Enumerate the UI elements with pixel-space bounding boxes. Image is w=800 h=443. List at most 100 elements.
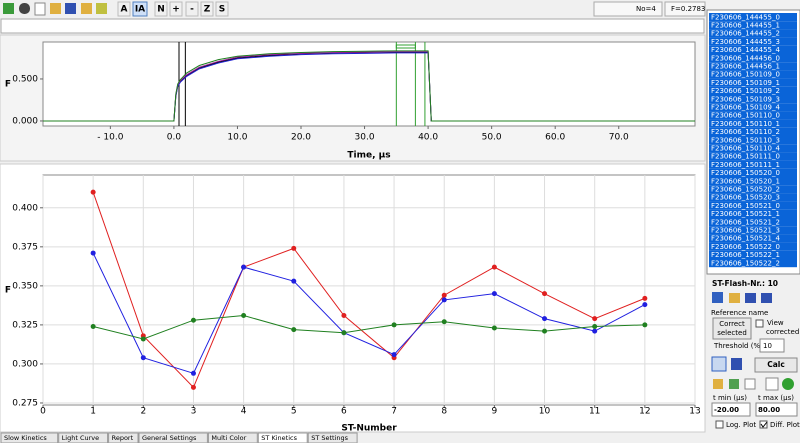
tmax-input[interactable] — [755, 402, 798, 417]
list-item-highlight[interactable] — [709, 95, 797, 104]
icon[interactable] — [34, 2, 46, 16]
toolbar-button[interactable] — [117, 1, 131, 17]
list-item-highlight[interactable] — [709, 103, 797, 112]
icon[interactable] — [50, 3, 61, 14]
list-item-highlight[interactable] — [709, 250, 797, 259]
list-item-highlight[interactable] — [709, 78, 797, 87]
log-plot-label: Log. Plot — [726, 421, 756, 429]
toolbar-button[interactable] — [185, 1, 199, 17]
list-item-highlight[interactable] — [709, 185, 797, 194]
icon[interactable] — [744, 378, 756, 390]
list-item-highlight[interactable] — [709, 226, 797, 235]
toolbar-button[interactable] — [169, 1, 183, 17]
list-item-highlight[interactable] — [709, 119, 797, 128]
x-tick-label: 60.0 — [545, 133, 565, 143]
list-item-highlight[interactable] — [709, 152, 797, 161]
series-marker — [592, 316, 598, 322]
x-tick-label: 2 — [140, 407, 146, 417]
list-item-highlight[interactable] — [709, 160, 797, 169]
series-marker — [491, 264, 497, 270]
tab[interactable] — [0, 432, 59, 443]
series-marker — [140, 336, 146, 342]
series-marker — [291, 245, 297, 251]
list-item-highlight[interactable] — [709, 62, 797, 71]
series-marker — [90, 189, 96, 195]
toolbar-button[interactable] — [215, 1, 229, 17]
toolbar-button[interactable] — [200, 1, 214, 17]
list-item-highlight[interactable] — [709, 86, 797, 95]
list-item-highlight[interactable] — [709, 13, 797, 22]
list-item-highlight[interactable] — [709, 29, 797, 38]
calc-button[interactable] — [754, 357, 798, 373]
toolbar-button[interactable] — [132, 1, 148, 17]
icon[interactable] — [712, 292, 723, 303]
list-item-highlight[interactable] — [709, 234, 797, 243]
list-item-highlight[interactable] — [709, 209, 797, 218]
checkbox[interactable] — [755, 319, 764, 328]
series-marker — [190, 384, 196, 390]
icon[interactable] — [713, 379, 723, 389]
list-item-highlight[interactable] — [709, 111, 797, 120]
list-item-highlight[interactable] — [709, 144, 797, 153]
x-tick-label: 20.0 — [291, 133, 311, 143]
list-item-highlight[interactable] — [709, 168, 797, 177]
list-item-highlight[interactable] — [709, 21, 797, 30]
y-tick-label: 0.275 — [12, 398, 38, 408]
list-item-highlight[interactable] — [709, 37, 797, 46]
icon[interactable] — [711, 356, 727, 372]
icon[interactable] — [729, 293, 740, 303]
status-box — [664, 1, 706, 17]
text-input[interactable] — [0, 18, 705, 34]
series-marker — [241, 313, 247, 319]
x-tick-label: 12 — [639, 407, 650, 417]
x-tick-label: 70.0 — [609, 133, 629, 143]
icon[interactable] — [765, 377, 779, 391]
icon[interactable] — [761, 293, 772, 303]
tab[interactable] — [307, 432, 358, 443]
list-item-highlight[interactable] — [709, 201, 797, 210]
checkbox[interactable] — [715, 420, 724, 429]
tab[interactable] — [108, 432, 139, 443]
icon[interactable] — [745, 293, 756, 303]
icon[interactable] — [81, 3, 92, 14]
correct-button[interactable] — [712, 317, 752, 340]
list-item-highlight[interactable] — [709, 70, 797, 79]
list-item: F230606_150110_4 — [711, 145, 780, 153]
list-item: F230606_150109_3 — [711, 95, 780, 103]
icon[interactable] — [3, 3, 14, 14]
tab[interactable] — [138, 432, 208, 443]
x-axis-label: ST-Number — [341, 424, 397, 434]
list-item-highlight[interactable] — [709, 177, 797, 186]
x-tick-label: 5 — [291, 407, 297, 417]
toolbar-button[interactable] — [154, 1, 168, 17]
list-item-highlight[interactable] — [709, 127, 797, 136]
toolbar-button-label: Z — [204, 5, 211, 15]
list-item-highlight[interactable] — [709, 218, 797, 227]
icon[interactable] — [65, 3, 76, 14]
tmin-input[interactable] — [711, 402, 751, 417]
icon[interactable] — [729, 379, 739, 389]
list-item-highlight[interactable] — [709, 193, 797, 202]
tab[interactable] — [58, 432, 109, 443]
list-item-highlight[interactable] — [709, 136, 797, 145]
plot-area — [42, 174, 696, 406]
list-item-highlight[interactable] — [709, 54, 797, 63]
series-marker — [542, 291, 548, 297]
tab-label: Slow Kinetics — [4, 434, 47, 442]
series-marker — [642, 322, 648, 328]
tab[interactable] — [207, 432, 258, 443]
list-item-highlight[interactable] — [709, 259, 797, 268]
icon[interactable] — [19, 3, 30, 14]
tab[interactable] — [257, 432, 308, 443]
x-tick-label: 10.0 — [227, 133, 247, 143]
series-line — [92, 192, 646, 389]
x-tick-label: 9 — [492, 407, 498, 417]
threshold-input[interactable] — [759, 338, 785, 353]
icon[interactable] — [782, 378, 794, 390]
checkbox[interactable] — [759, 420, 768, 429]
icon[interactable] — [96, 3, 107, 14]
icon[interactable] — [731, 358, 742, 370]
list-item-highlight[interactable] — [709, 45, 797, 54]
list-item-highlight[interactable] — [709, 242, 797, 251]
